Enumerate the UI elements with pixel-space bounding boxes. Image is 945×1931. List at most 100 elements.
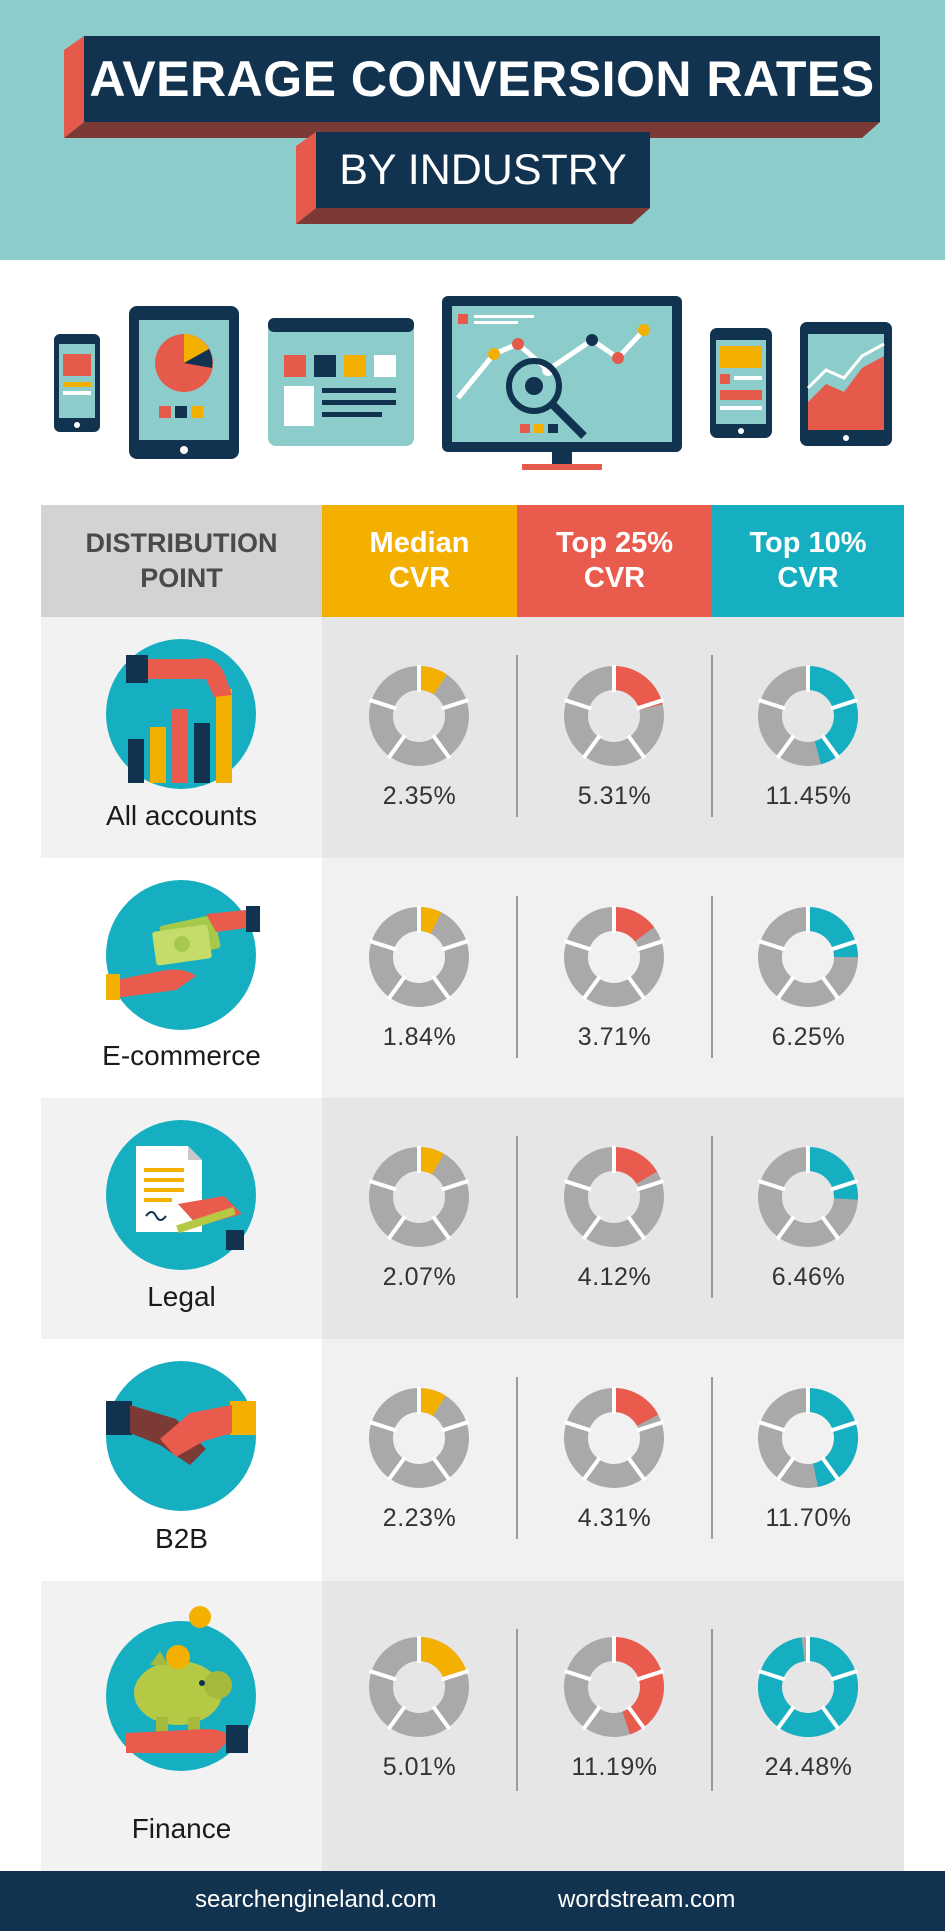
column-divider	[516, 1629, 518, 1791]
donut-segment-gap	[775, 1705, 796, 1731]
donut-segment-gap	[830, 1179, 859, 1192]
donut-segment-gap	[757, 939, 786, 952]
donut-segment-gap	[386, 734, 407, 760]
table-row: Legal 2.07% 4.12% 6.46%	[41, 1098, 904, 1339]
donut-segment-gap	[820, 1215, 841, 1241]
header-distribution-point: DISTRIBUTION POINT	[41, 505, 322, 617]
donut-top25-value	[563, 1636, 665, 1737]
bar-chart-hand-icon	[106, 639, 256, 789]
pct-label-top10: 11.45%	[765, 782, 852, 810]
donut-top10	[757, 1636, 859, 1737]
donut-segment-gap	[563, 939, 592, 952]
donut-segment-gap	[636, 1669, 665, 1682]
donut-segment-gap	[386, 1215, 407, 1241]
column-divider	[516, 1377, 518, 1539]
donut-segment-gap	[563, 1179, 592, 1192]
donut-segment-gap	[386, 1705, 407, 1731]
document-signing-icon	[106, 1120, 256, 1270]
donut-top10	[757, 665, 859, 766]
donut-segment-gap	[431, 734, 452, 760]
donut-top25	[563, 1387, 665, 1488]
donut-segment-gap	[431, 1456, 452, 1482]
pct-label-median: 2.07%	[382, 1263, 457, 1291]
pct-label-top10: 11.70%	[765, 1504, 852, 1532]
title-banner-3d-icon	[64, 36, 880, 224]
donut-segment-gap	[431, 975, 452, 1001]
pct-label-top25: 4.12%	[577, 1263, 652, 1291]
column-divider	[711, 1377, 713, 1539]
pct-label-top10: 6.46%	[771, 1263, 846, 1291]
donut-top25-value	[563, 906, 665, 1007]
donut-segment-gap	[636, 1420, 665, 1433]
donut-segment-gap	[386, 975, 407, 1001]
donut-top25	[563, 906, 665, 1007]
donut-top10-value	[757, 1146, 859, 1247]
phone-small-icon	[54, 334, 100, 432]
donut-top25	[563, 1636, 665, 1737]
donut-top25-value	[563, 665, 665, 766]
monitor-chart-icon	[442, 296, 682, 470]
donut-value-arc	[614, 666, 663, 710]
column-divider	[711, 655, 713, 817]
donut-top10	[757, 1387, 859, 1488]
donut-segment-gap	[581, 1456, 602, 1482]
column-divider	[516, 655, 518, 817]
column-divider	[516, 1136, 518, 1298]
donut-segment-gap	[626, 1456, 647, 1482]
donut-median-value	[368, 1636, 470, 1737]
donut-segment-gap	[757, 698, 786, 711]
donut-median	[368, 1387, 470, 1488]
donut-segment-gap	[775, 975, 796, 1001]
donut-segment-gap	[581, 734, 602, 760]
donut-top25-value	[563, 1387, 665, 1488]
donut-segment-gap	[830, 698, 859, 711]
header-banner: AVERAGE CONVERSION RATES BY INDUSTRY	[0, 0, 945, 260]
tablet-pie-icon	[129, 306, 239, 459]
donut-top25	[563, 665, 665, 766]
donut-value-arc	[419, 907, 442, 934]
table-row: E-commerce 1.84% 3.71% 6.25%	[41, 858, 904, 1098]
donut-segment-gap	[626, 1215, 647, 1241]
donut-segment-gap	[368, 939, 397, 952]
donut-segment-gap	[368, 1420, 397, 1433]
pct-label-top25: 4.31%	[577, 1504, 652, 1532]
donut-segment-gap	[581, 1215, 602, 1241]
donut-segment-gap	[830, 939, 859, 952]
piggy-bank-icon	[106, 1606, 256, 1771]
donut-median-value	[368, 1146, 470, 1247]
donut-segment-gap	[820, 734, 841, 760]
donut-segment-gap	[626, 975, 647, 1001]
footer-link-searchengineland[interactable]: searchengineland.com	[195, 1886, 437, 1913]
pct-label-median: 2.35%	[382, 782, 457, 810]
table-row: B2B 2.23% 4.31% 11.70%	[41, 1339, 904, 1581]
donut-top10	[757, 906, 859, 1007]
pct-label-median: 2.23%	[382, 1504, 457, 1532]
donut-top10-value	[757, 906, 859, 1007]
donut-segment-gap	[820, 1456, 841, 1482]
row-values-cell	[322, 858, 904, 1098]
donut-value-arc	[758, 1637, 858, 1737]
donut-value-arc	[614, 1388, 659, 1426]
donut-segment-gap	[368, 1669, 397, 1682]
donut-value-arc	[614, 907, 655, 942]
donut-segment-gap	[636, 698, 665, 711]
donut-median	[368, 1146, 470, 1247]
pct-label-top10: 6.25%	[771, 1023, 846, 1051]
donut-median-value	[368, 906, 470, 1007]
donut-segment-gap	[775, 734, 796, 760]
row-label: B2B	[155, 1523, 208, 1554]
donut-segment-gap	[757, 1179, 786, 1192]
donut-segment-gap	[830, 1669, 859, 1682]
donut-segment-gap	[626, 1705, 647, 1731]
row-values-cell	[322, 1339, 904, 1581]
row-label: Finance	[131, 1813, 232, 1844]
donut-segment-gap	[626, 734, 647, 760]
donut-value-arc	[614, 1637, 664, 1735]
footer-link-wordstream[interactable]: wordstream.com	[558, 1886, 736, 1913]
donut-segment-gap	[563, 1669, 592, 1682]
column-divider	[711, 896, 713, 1058]
donut-segment-gap	[441, 1669, 470, 1682]
donut-segment-gap	[820, 975, 841, 1001]
donut-segment-gap	[431, 1705, 452, 1731]
donut-segment-gap	[636, 1179, 665, 1192]
